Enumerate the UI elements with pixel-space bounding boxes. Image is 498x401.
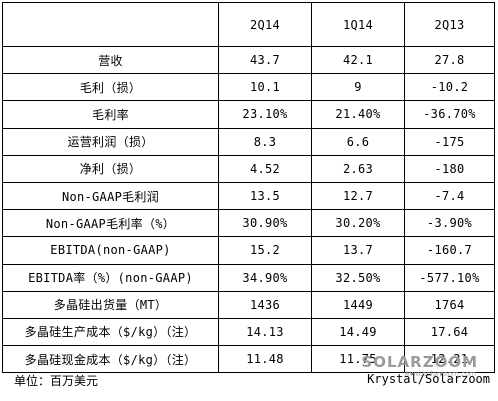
source-credit: Krystal/Solarzoom xyxy=(367,372,490,386)
table-row: 营收 43.7 42.1 27.8 xyxy=(2,45,495,75)
table-row: 多晶硅现金成本（$/kg）（注） 11.48 11.75 12.21 xyxy=(2,345,495,374)
watermark-url: www.solarzoom.com xyxy=(403,370,476,378)
header-2q14: 2Q14 xyxy=(218,2,312,47)
row-label: 毛利（损） xyxy=(2,73,219,102)
cell-2q14: 43.7 xyxy=(218,45,312,75)
cell-2q13: 12.21 xyxy=(404,345,495,374)
cell-1q14: 42.1 xyxy=(311,45,405,75)
cell-2q14: 10.1 xyxy=(218,73,312,102)
cell-2q14: 23.10% xyxy=(218,100,312,129)
row-label: 毛利率 xyxy=(2,100,219,129)
cell-2q13: -160.7 xyxy=(404,236,495,265)
unit-note: 单位：百万美元 xyxy=(14,374,99,388)
cell-2q13: 17.64 xyxy=(404,317,495,347)
cell-1q14: 1449 xyxy=(311,290,405,319)
table-row: EBITDA率（%）(non-GAAP) 34.90% 32.50% -577.… xyxy=(2,263,495,292)
cell-2q13: -36.70% xyxy=(404,100,495,129)
table-footer: 单位：百万美元 SOLARZOOM www.solarzoom.com Krys… xyxy=(2,353,496,399)
cell-1q14: 9 xyxy=(311,73,405,102)
cell-2q13: 27.8 xyxy=(404,45,495,75)
cell-2q14: 15.2 xyxy=(218,236,312,265)
cell-2q14: 8.3 xyxy=(218,127,312,156)
table-row: 运营利润（损） 8.3 6.6 -175 xyxy=(2,127,495,156)
cell-2q14: 30.90% xyxy=(218,209,312,238)
cell-1q14: 30.20% xyxy=(311,209,405,238)
cell-1q14: 6.6 xyxy=(311,127,405,156)
row-label: 多晶硅生产成本（$/kg）（注） xyxy=(2,317,219,347)
cell-2q14: 1436 xyxy=(218,290,312,319)
row-label: 运营利润（损） xyxy=(2,127,219,156)
row-label: Non-GAAP毛利润 xyxy=(2,181,219,211)
table-row: 毛利率 23.10% 21.40% -36.70% xyxy=(2,100,495,129)
solarzoom-watermark: SOLARZOOM xyxy=(361,353,478,371)
row-label: 营收 xyxy=(2,45,219,75)
table-row: 净利（损） 4.52 2.63 -180 xyxy=(2,154,495,183)
table-row: 毛利（损） 10.1 9 -10.2 xyxy=(2,73,495,102)
table-row: EBITDA(non-GAAP) 15.2 13.7 -160.7 xyxy=(2,236,495,265)
cell-1q14: 13.7 xyxy=(311,236,405,265)
cell-2q13: -10.2 xyxy=(404,73,495,102)
row-label: EBITDA率（%）(non-GAAP) xyxy=(2,263,219,292)
cell-1q14: 21.40% xyxy=(311,100,405,129)
header-1q14: 1Q14 xyxy=(311,2,405,47)
table-row: Non-GAAP毛利润 13.5 12.7 -7.4 xyxy=(2,181,495,211)
cell-1q14: 32.50% xyxy=(311,263,405,292)
header-row: 2Q14 1Q14 2Q13 xyxy=(2,2,495,47)
cell-2q13: 1764 xyxy=(404,290,495,319)
cell-2q14: 4.52 xyxy=(218,154,312,183)
cell-2q13: -175 xyxy=(404,127,495,156)
table-row: Non-GAAP毛利率（%） 30.90% 30.20% -3.90% xyxy=(2,209,495,238)
row-label: 净利（损） xyxy=(2,154,219,183)
table-row: 多晶硅出货量（MT） 1436 1449 1764 xyxy=(2,290,495,319)
row-label: Non-GAAP毛利率（%） xyxy=(2,209,219,238)
cell-1q14: 2.63 xyxy=(311,154,405,183)
financial-table: 2Q14 1Q14 2Q13 营收 43.7 42.1 27.8 毛利（损） 1… xyxy=(2,2,495,374)
row-label: EBITDA(non-GAAP) xyxy=(2,236,219,265)
cell-1q14: 14.49 xyxy=(311,317,405,347)
cell-2q14: 14.13 xyxy=(218,317,312,347)
header-2q13: 2Q13 xyxy=(404,2,495,47)
cell-2q14: 13.5 xyxy=(218,181,312,211)
cell-2q13: -3.90% xyxy=(404,209,495,238)
header-label-cell xyxy=(2,2,219,47)
row-label: 多晶硅出货量（MT） xyxy=(2,290,219,319)
cell-2q14: 11.48 xyxy=(218,345,312,374)
cell-2q13: -577.10% xyxy=(404,263,495,292)
cell-2q13: -180 xyxy=(404,154,495,183)
cell-1q14: 12.7 xyxy=(311,181,405,211)
cell-2q14: 34.90% xyxy=(218,263,312,292)
cell-2q13: -7.4 xyxy=(404,181,495,211)
row-label: 多晶硅现金成本（$/kg）（注） xyxy=(2,345,219,374)
table-row: 多晶硅生产成本（$/kg）（注） 14.13 14.49 17.64 xyxy=(2,317,495,347)
